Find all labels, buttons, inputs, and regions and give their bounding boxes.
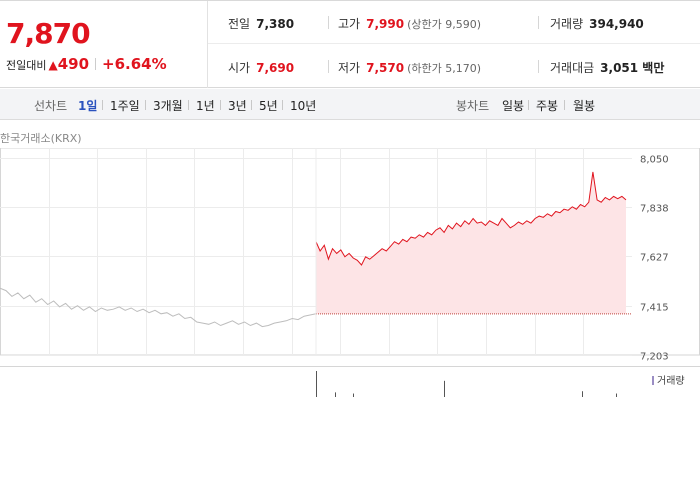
volume-legend-swatch	[652, 376, 654, 385]
stat-amount: 거래대금 3,051 백만	[550, 59, 664, 76]
tab-10y[interactable]: 10년	[290, 99, 317, 113]
volume-legend: 거래량	[652, 372, 685, 387]
divider	[102, 100, 103, 110]
stat-volume-label: 거래량	[550, 17, 584, 31]
stat-high-value: 7,990	[366, 17, 405, 31]
series-line-previous	[0, 287, 317, 328]
divider	[528, 100, 529, 110]
tab-3y[interactable]: 3년	[228, 99, 247, 113]
stat-prev-label: 전일	[228, 17, 251, 31]
change-row: 전일대비 ▲490 +6.64%	[6, 55, 167, 73]
stat-high-limit: (상한가 9,590)	[407, 18, 481, 31]
stat-low-label: 저가	[338, 61, 361, 75]
divider	[188, 100, 189, 110]
tab-daily-candle[interactable]: 일봉	[502, 99, 525, 113]
y-tick-label: 8,050	[640, 155, 669, 166]
divider	[145, 100, 146, 110]
stats-row-1: 전일 7,380 고가 7,990 (상한가 9,590) 거래량 394,940	[208, 1, 700, 44]
series-line-today	[315, 171, 627, 266]
y-tick-label: 7,415	[640, 303, 669, 314]
stat-low-value: 7,570	[366, 61, 405, 75]
tab-1y[interactable]: 1년	[196, 99, 215, 113]
volume-bar	[616, 393, 617, 397]
stat-amount-label: 거래대금	[550, 61, 595, 75]
candle-chart-label: 봉차트	[456, 99, 490, 113]
stat-low-limit: (하한가 5,170)	[407, 62, 481, 75]
volume-legend-label: 거래량	[657, 376, 685, 387]
stat-open: 시가 7,690	[228, 59, 294, 76]
volume-bar	[335, 392, 336, 397]
tab-1d[interactable]: 1일	[78, 99, 98, 113]
stats-row-2: 시가 7,690 저가 7,570 (하한가 5,170) 거래대금 3,051 백만	[208, 45, 700, 88]
tab-monthly-candle[interactable]: 월봉	[573, 99, 596, 113]
tab-1w[interactable]: 1주일	[110, 99, 140, 113]
volume-chart	[0, 366, 700, 397]
stat-open-value: 7,690	[256, 61, 295, 75]
volume-bar	[582, 391, 583, 397]
stat-volume: 거래량 394,940	[550, 15, 644, 32]
stat-prev-value: 7,380	[256, 17, 295, 31]
today-area-fill	[316, 172, 626, 314]
stat-open-label: 시가	[228, 61, 251, 75]
y-tick-label: 7,203	[640, 352, 669, 363]
tab-3m[interactable]: 3개월	[153, 99, 183, 113]
change-value: 490	[57, 55, 90, 73]
data-source: 한국거래소(KRX)	[0, 132, 82, 145]
stat-volume-value: 394,940	[589, 17, 644, 31]
divider	[282, 100, 283, 110]
y-tick-label: 7,627	[640, 253, 669, 264]
stat-high: 고가 7,990 (상한가 9,590)	[338, 15, 481, 32]
price-box: 7,870 전일대비 ▲490 +6.64%	[0, 1, 208, 88]
divider	[564, 100, 565, 110]
y-tick-label: 7,838	[640, 204, 669, 215]
period-tabbar: 선차트 1일 1주일 3개월 1년 3년 5년 10년 봉차트 일봉 주봉 월봉	[0, 89, 700, 120]
stat-amount-value: 3,051 백만	[600, 61, 665, 75]
current-price: 7,870	[6, 17, 91, 50]
stat-prev: 전일 7,380	[228, 15, 294, 32]
divider	[95, 58, 97, 70]
stats-panel: 전일 7,380 고가 7,990 (상한가 9,590) 거래량 394,940 시가…	[208, 1, 700, 88]
up-arrow-icon: ▲	[48, 58, 58, 72]
divider	[538, 60, 539, 73]
divider	[538, 16, 539, 29]
change-percent: +6.64%	[102, 55, 167, 73]
line-chart-label: 선차트	[34, 99, 68, 113]
volume-bar	[316, 371, 317, 397]
tab-5y[interactable]: 5년	[259, 99, 278, 113]
volume-bar	[353, 393, 354, 397]
volume-bar	[444, 380, 445, 397]
price-chart: 8,050 7,838 7,627 7,415 7,203	[0, 148, 700, 363]
tab-weekly-candle[interactable]: 주봉	[536, 99, 559, 113]
divider	[328, 60, 329, 73]
divider	[251, 100, 252, 110]
divider	[328, 16, 329, 29]
change-label: 전일대비	[6, 59, 47, 72]
stat-high-label: 고가	[338, 17, 361, 31]
stat-low: 저가 7,570 (하한가 5,170)	[338, 59, 481, 76]
divider	[220, 100, 221, 110]
quote-header: 7,870 전일대비 ▲490 +6.64% 전일 7,380 고가 7,990 (상한가…	[0, 0, 700, 88]
